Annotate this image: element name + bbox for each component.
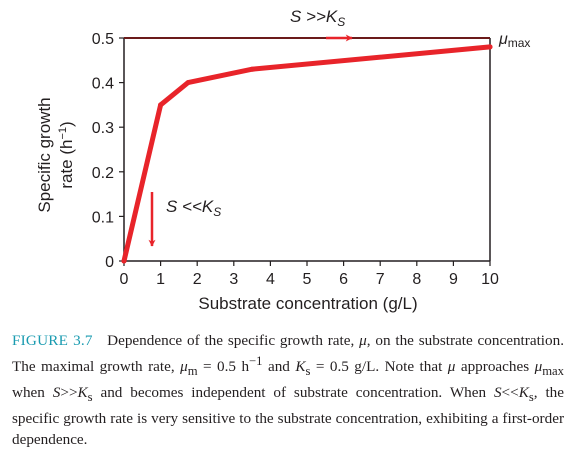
curve-point: [487, 44, 493, 50]
y-tick-label: 0.4: [92, 76, 114, 93]
figure-caption: FIGURE 3.7 Dependence of the specific gr…: [12, 332, 564, 449]
x-tick-label: 10: [481, 271, 499, 288]
x-axis-title: Substrate concentration (g/L): [198, 294, 417, 313]
curve-point: [158, 102, 164, 108]
x-tick-label: 8: [412, 271, 421, 288]
x-tick-label: 1: [156, 271, 165, 288]
saturation-label: S >>KS: [290, 7, 345, 29]
first-order-label: S <<KS: [166, 197, 221, 219]
y-tick-label: 0.5: [92, 31, 114, 48]
growth-rate-curve: [121, 44, 493, 264]
y-axis-title: Specific growth rate (h−1): [35, 97, 76, 212]
x-tick-label: 9: [449, 271, 458, 288]
svg-text:rate (h−1): rate (h−1): [57, 121, 76, 188]
x-axis-ticks: 0 1 2 3 4 5 6 7 8 9 10: [120, 261, 499, 288]
curve-points: [121, 44, 493, 264]
svg-text:Specific growth: Specific growth: [35, 97, 54, 212]
x-tick-label: 3: [229, 271, 238, 288]
plot-frame: [123, 38, 491, 262]
x-tick-label: 7: [376, 271, 385, 288]
y-tick-label: 0: [105, 254, 114, 271]
y-tick-label: 0.2: [92, 165, 114, 182]
mu-max-label: μmax: [498, 31, 530, 50]
y-axis-ticks: 0 0.1 0.2 0.3 0.4 0.5: [92, 31, 124, 271]
y-tick-label: 0.1: [92, 209, 114, 226]
x-tick-label: 6: [339, 271, 348, 288]
growth-rate-chart: 0 1 2 3 4 5 6 7 8 9 10 0 0.1 0.2 0.3 0.4 0.5 S >>KS μma…: [35, 7, 530, 313]
x-tick-label: 0: [120, 271, 129, 288]
x-tick-label: 4: [266, 271, 275, 288]
y-tick-label: 0.3: [92, 120, 114, 137]
x-tick-label: 2: [193, 271, 202, 288]
curve-point: [249, 66, 255, 72]
curve-point: [185, 80, 191, 86]
x-tick-label: 5: [303, 271, 312, 288]
curve-point: [121, 258, 127, 264]
figure-label: FIGURE 3.7: [12, 332, 93, 349]
